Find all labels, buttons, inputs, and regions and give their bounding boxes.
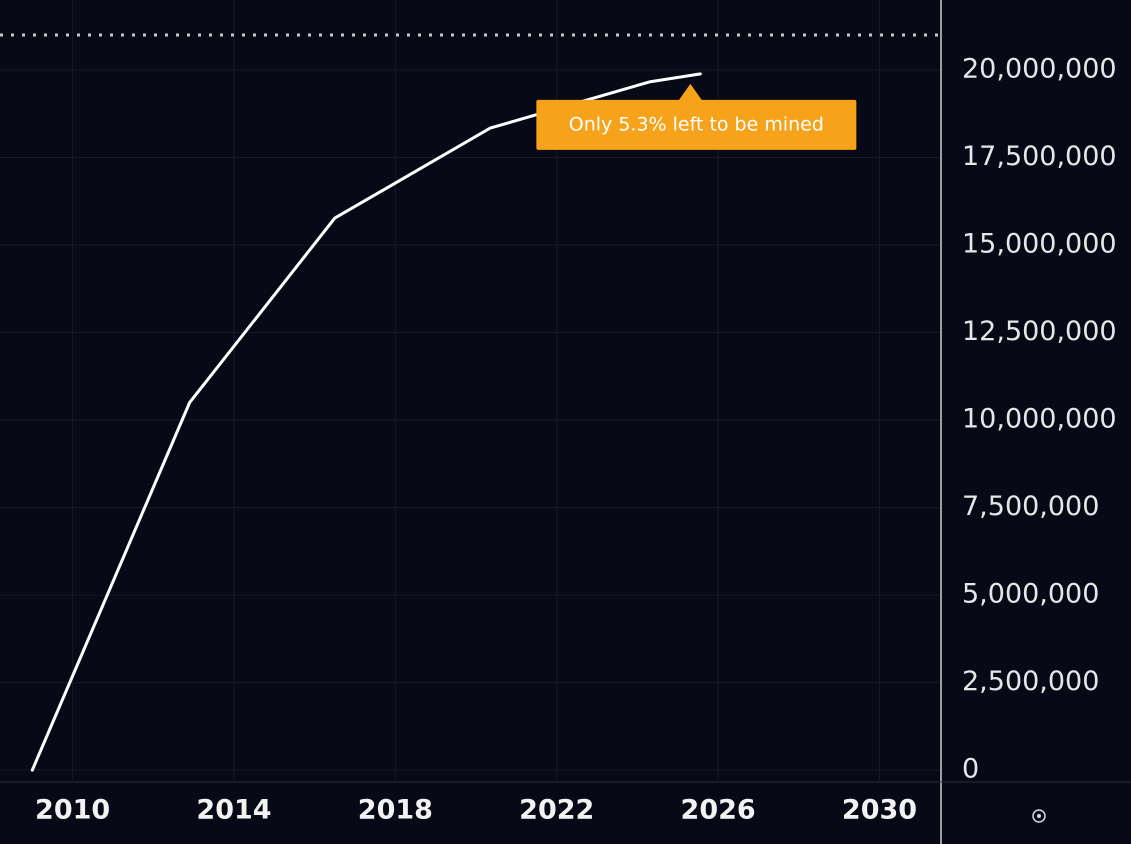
y-tick-label: 0 xyxy=(962,754,979,785)
y-tick-label: 17,500,000 xyxy=(962,141,1117,172)
supply-line xyxy=(30,72,702,772)
y-tick-label: 12,500,000 xyxy=(962,316,1117,347)
y-tick-label: 15,000,000 xyxy=(962,229,1117,260)
annotation-box xyxy=(536,99,857,150)
annotation-pointer xyxy=(678,83,703,101)
x-tick-label: 2010 xyxy=(35,795,110,826)
settings-icon-dot xyxy=(1037,814,1041,818)
x-tick-label: 2026 xyxy=(681,795,756,826)
annotation: Only 5.3% left to be mined xyxy=(536,83,857,150)
settings-icon-ring xyxy=(1032,809,1046,823)
x-tick-label: 2018 xyxy=(358,795,433,826)
annotation-text: Only 5.3% left to be mined xyxy=(569,113,824,135)
y-tick-label: 7,500,000 xyxy=(962,491,1099,522)
y-tick-label: 20,000,000 xyxy=(962,54,1117,85)
y-tick-label: 5,000,000 xyxy=(962,579,1099,610)
x-tick-label: 2030 xyxy=(842,795,917,826)
settings-icon[interactable] xyxy=(1032,809,1046,823)
x-tick-label: 2014 xyxy=(196,795,271,826)
y-tick-label: 2,500,000 xyxy=(962,666,1099,697)
y-tick-label: 10,000,000 xyxy=(962,404,1117,435)
x-tick-label: 2022 xyxy=(519,795,594,826)
